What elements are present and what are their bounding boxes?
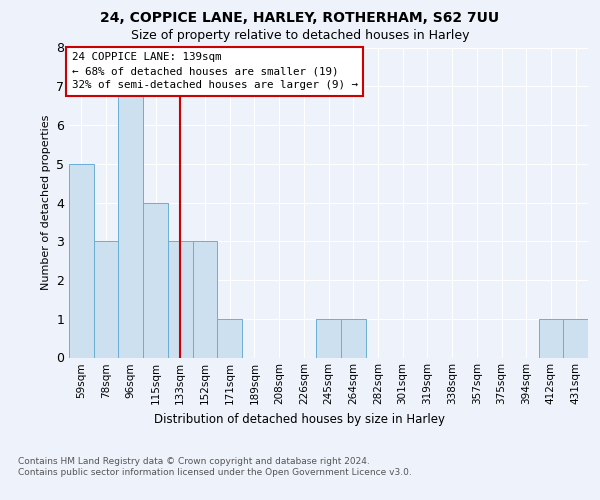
Bar [69,164,94,358]
Text: Size of property relative to detached houses in Harley: Size of property relative to detached ho… [131,29,469,42]
Text: Distribution of detached houses by size in Harley: Distribution of detached houses by size … [155,412,445,426]
Text: Contains HM Land Registry data © Crown copyright and database right 2024.
Contai: Contains HM Land Registry data © Crown c… [18,458,412,477]
Y-axis label: Number of detached properties: Number of detached properties [41,115,50,290]
Bar [539,319,563,358]
Bar [563,319,588,358]
Bar [118,86,143,357]
Bar [341,319,365,358]
Bar [193,242,217,358]
Text: 24, COPPICE LANE, HARLEY, ROTHERHAM, S62 7UU: 24, COPPICE LANE, HARLEY, ROTHERHAM, S62… [100,11,500,25]
Bar [168,242,193,358]
Bar [316,319,341,358]
Bar [143,202,168,358]
Text: 24 COPPICE LANE: 139sqm
← 68% of detached houses are smaller (19)
32% of semi-de: 24 COPPICE LANE: 139sqm ← 68% of detache… [71,52,358,90]
Bar [217,319,242,358]
Bar [94,242,118,358]
